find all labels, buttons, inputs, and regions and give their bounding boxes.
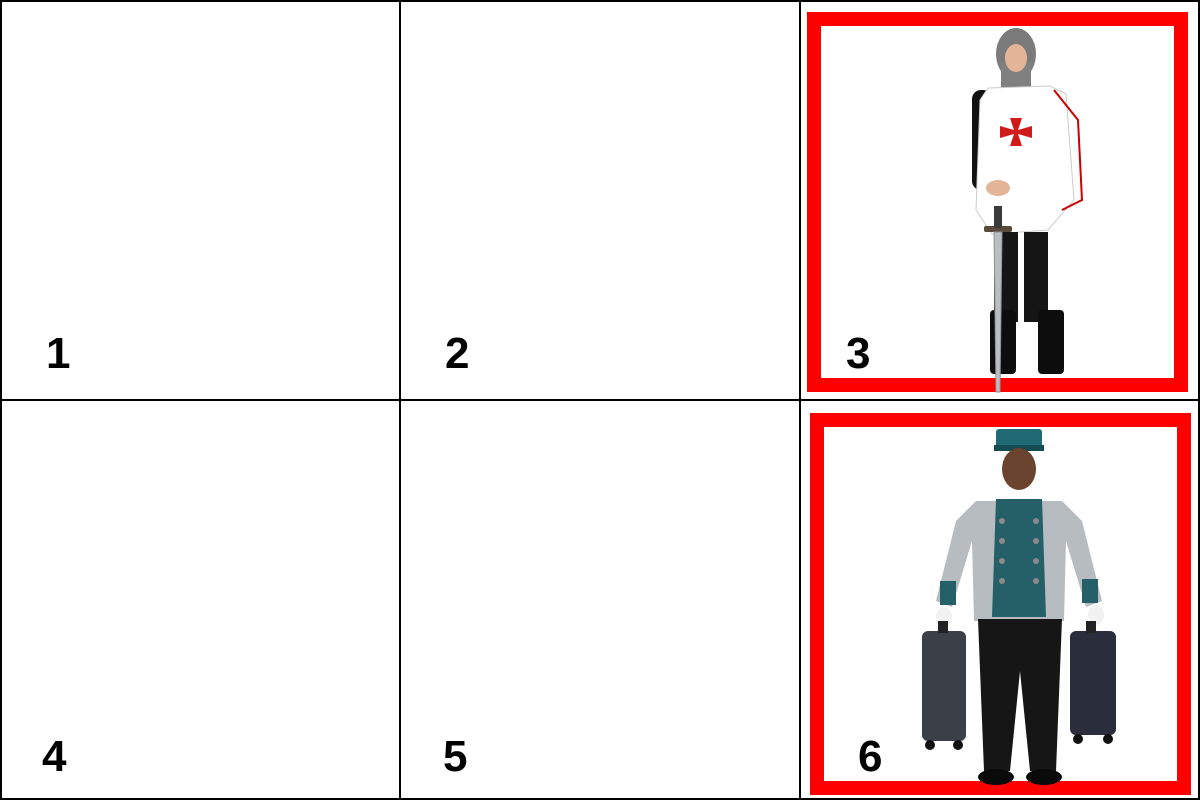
grid-cell-6[interactable]: 6	[799, 399, 1200, 800]
cell-number: 2	[445, 329, 470, 378]
knight-costume-icon	[972, 28, 1084, 393]
grid-cell-2[interactable]: 2	[399, 0, 801, 401]
grid-cell-3[interactable]: 3	[799, 0, 1200, 401]
cell-number: 5	[443, 732, 468, 781]
highlight-frame	[807, 12, 1188, 393]
cell-number: 1	[46, 329, 71, 378]
cell-number: 6	[858, 732, 883, 781]
cell-number: 4	[42, 732, 67, 781]
grid-cell-1[interactable]: 1	[0, 0, 401, 401]
grid-cell-4[interactable]: 4	[0, 399, 401, 800]
bellhop-costume-icon	[922, 429, 1116, 785]
cell-number: 3	[846, 329, 871, 378]
highlight-frame	[810, 413, 1191, 795]
grid-cell-5[interactable]: 5	[399, 399, 801, 800]
